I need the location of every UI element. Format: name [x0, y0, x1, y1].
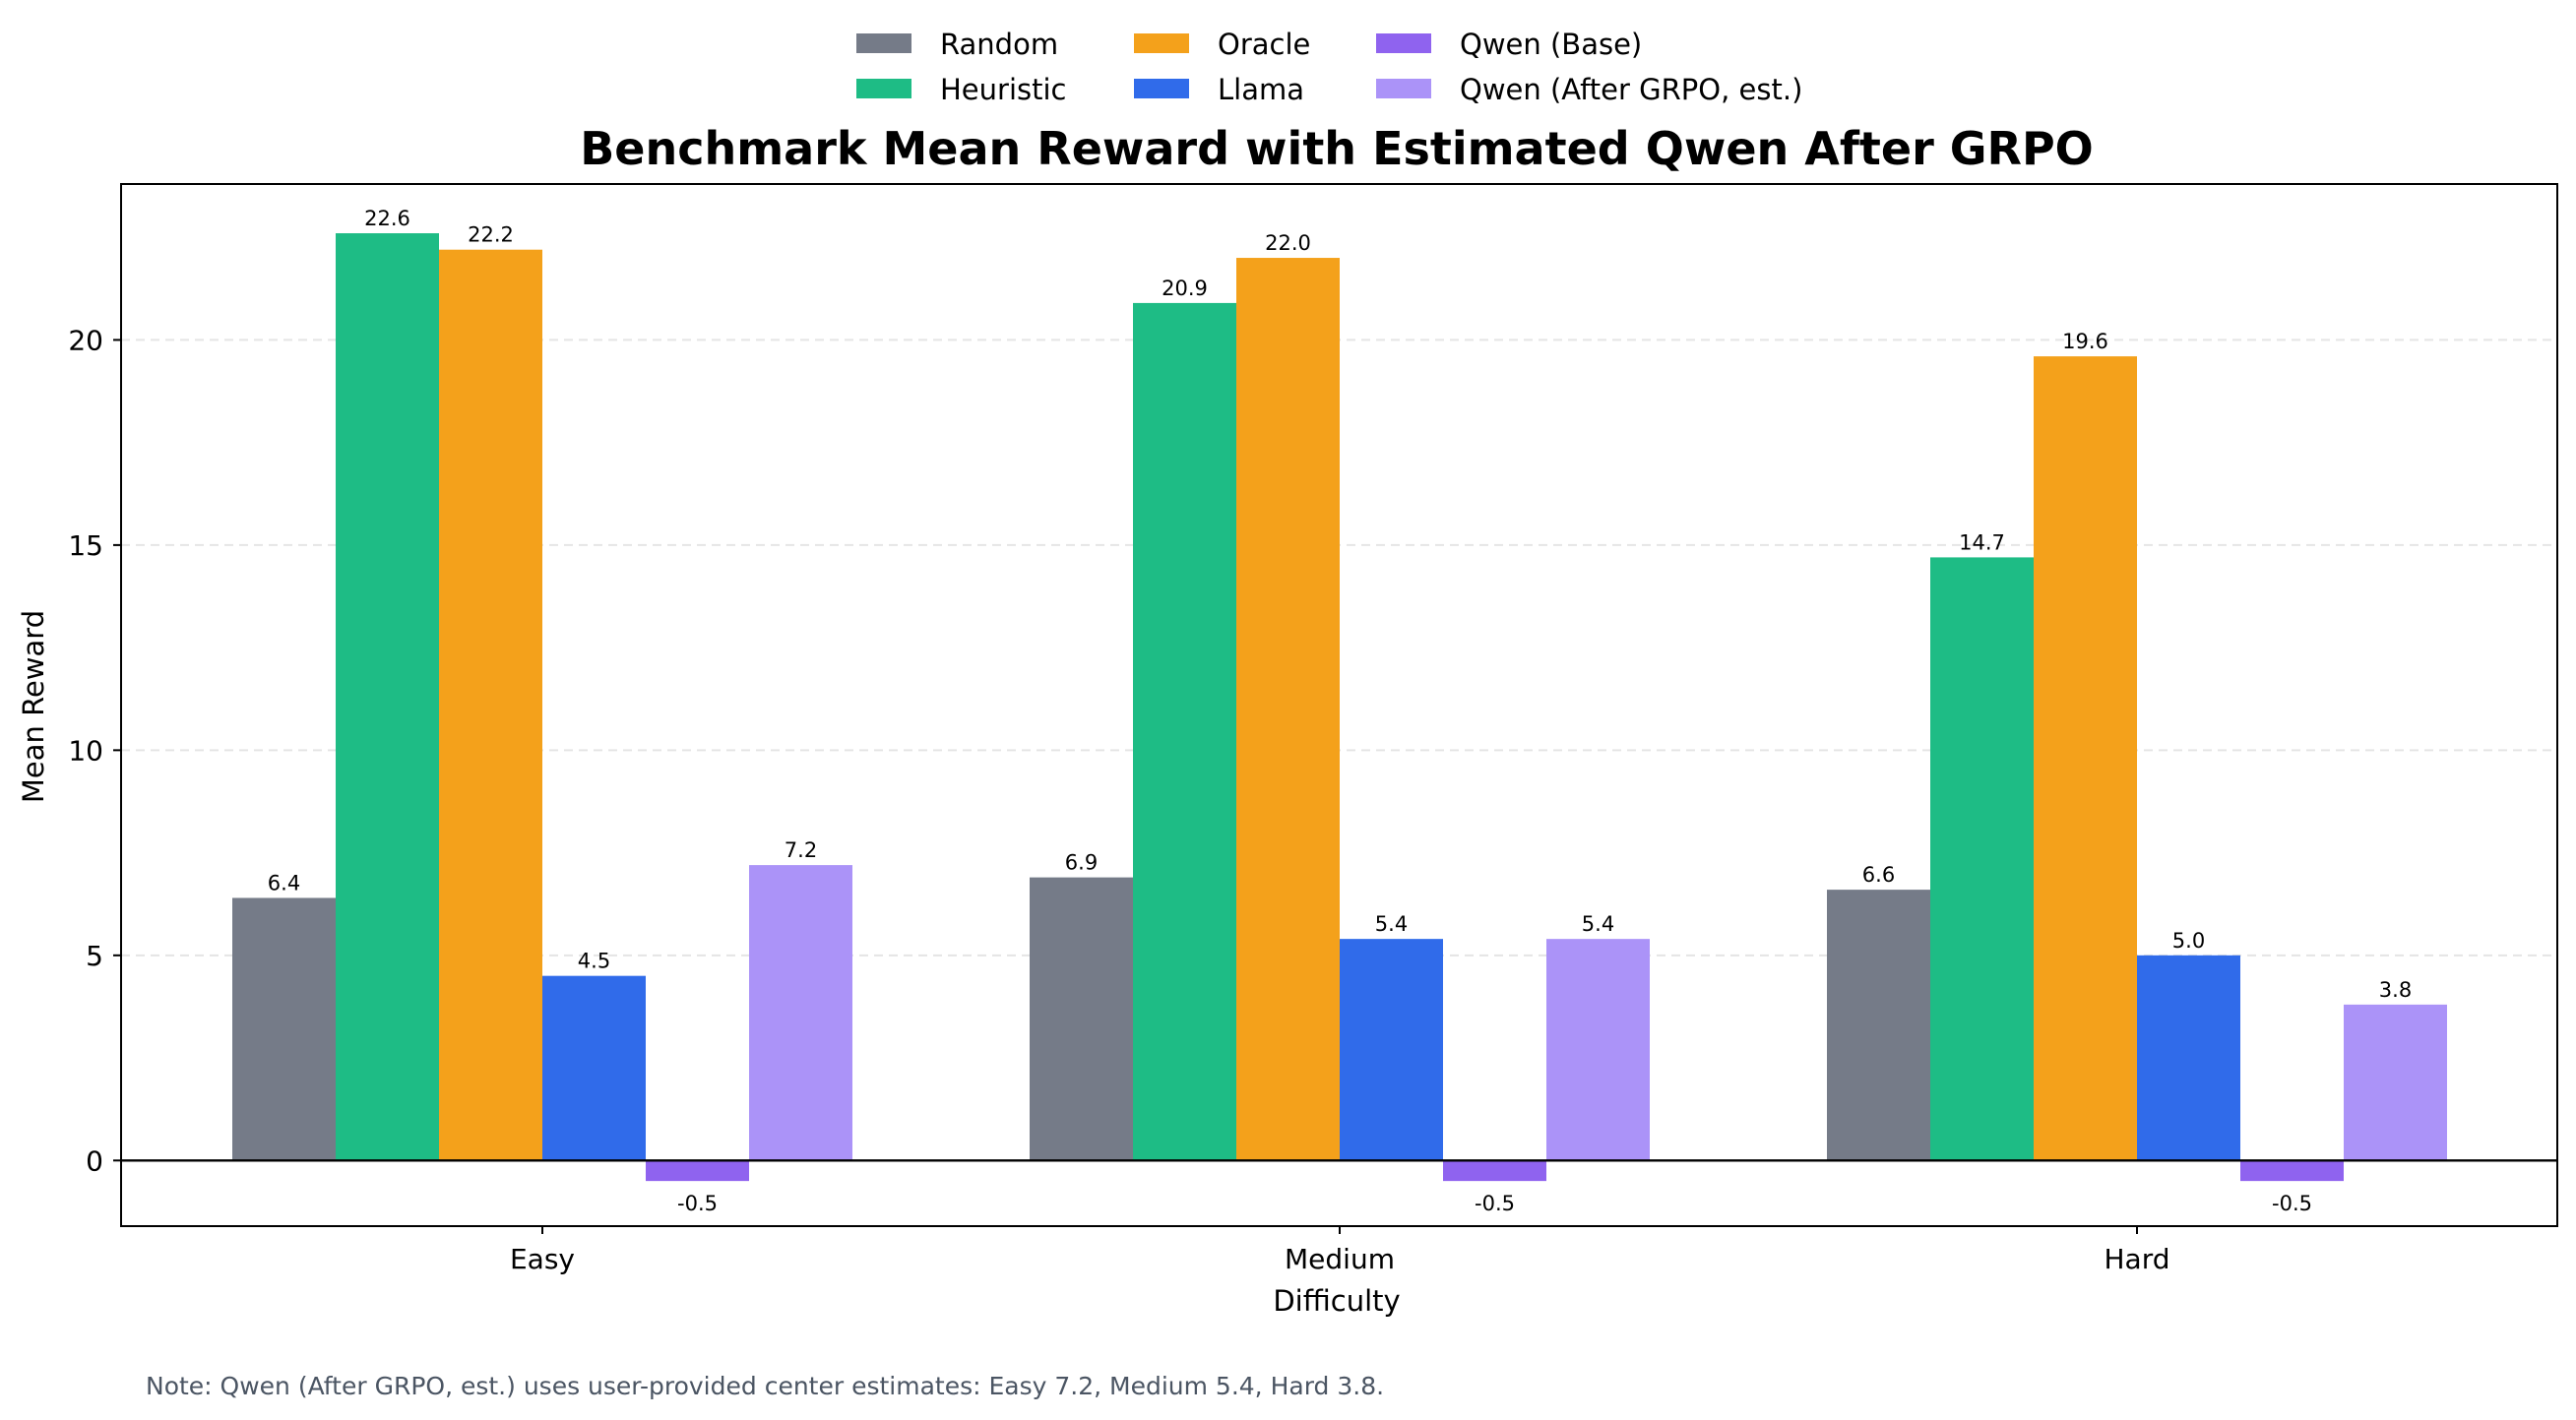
bar-value-label: -0.5: [1475, 1192, 1515, 1215]
bar-value-label: 3.8: [2379, 978, 2412, 1002]
legend-label: Random: [940, 28, 1058, 61]
x-axis-label: Difficulty: [1273, 1284, 1400, 1318]
legend-swatch: [1134, 79, 1189, 98]
bar-value-label: -0.5: [2272, 1192, 2312, 1215]
y-tick-label: 15: [68, 529, 103, 562]
bar: [1236, 258, 1340, 1161]
bar-value-label: 22.6: [364, 207, 410, 230]
bar-value-label: 20.9: [1162, 277, 1208, 300]
bar-value-label: 19.6: [2062, 330, 2108, 353]
bar: [1443, 1160, 1546, 1182]
bar: [232, 897, 336, 1161]
bar: [646, 1160, 749, 1182]
bar-value-label: 5.4: [1375, 912, 1408, 936]
legend-swatch: [1376, 33, 1431, 53]
y-tick-label: 10: [68, 734, 103, 767]
x-tick-label: Hard: [2104, 1243, 2169, 1275]
legend-swatch: [856, 79, 911, 98]
legend: Random Heuristic Oracle Llama Qwen (Base) Qwe…: [856, 28, 1802, 106]
bar: [2137, 955, 2240, 1161]
bar: [1030, 877, 1133, 1161]
bar: [1546, 939, 1650, 1161]
bar-value-label: 22.0: [1265, 231, 1311, 255]
bar: [336, 233, 439, 1161]
y-tick-label: 0: [86, 1144, 103, 1177]
bar-value-label: 5.0: [2172, 929, 2205, 953]
bar-value-label: 6.9: [1065, 851, 1098, 875]
chart-title: Benchmark Mean Reward with Estimated Qwe…: [580, 122, 2094, 175]
bar-value-label: 5.4: [1582, 912, 1614, 936]
bar-value-label: 4.5: [578, 950, 610, 973]
legend-label: Llama: [1218, 73, 1304, 106]
bar-value-label: 22.2: [468, 223, 514, 247]
x-tick-label: Medium: [1285, 1243, 1395, 1275]
x-axis: Easy Medium Hard: [510, 1226, 2170, 1275]
y-tick-label: 20: [68, 324, 103, 356]
x-tick-label: Easy: [510, 1243, 575, 1275]
legend-label: Qwen (After GRPO, est.): [1460, 73, 1802, 106]
bar: [1340, 939, 1443, 1161]
bar: [542, 975, 646, 1161]
bar: [749, 865, 852, 1161]
bar: [439, 249, 542, 1161]
y-tick-label: 5: [86, 940, 103, 972]
legend-swatch: [1376, 79, 1431, 98]
legend-label: Heuristic: [940, 73, 1067, 106]
bar: [1827, 890, 1930, 1161]
bar-value-label: 14.7: [1959, 530, 2005, 554]
bar-value-label: -0.5: [677, 1192, 718, 1215]
bar: [2240, 1160, 2344, 1182]
bar: [2034, 356, 2137, 1161]
bar: [2344, 1004, 2447, 1161]
bars: [232, 233, 2447, 1182]
bar-labels: 6.4 22.6 22.2 4.5 -0.5 7.2 6.9 20.9 22.0 5.4 -0.5 5…: [268, 207, 2412, 1215]
y-axis: 0 5 10 15 20: [68, 324, 121, 1177]
legend-swatch: [1134, 33, 1189, 53]
legend-label: Oracle: [1218, 28, 1310, 61]
y-axis-label: Mean Reward: [17, 610, 50, 803]
legend-label: Qwen (Base): [1460, 28, 1642, 61]
chart-note: Note: Qwen (After GRPO, est.) uses user-…: [146, 1372, 1384, 1400]
bar: [1930, 557, 2034, 1161]
bar: [1133, 302, 1236, 1161]
legend-swatch: [856, 33, 911, 53]
bar-value-label: 7.2: [785, 838, 817, 862]
bar-value-label: 6.4: [268, 871, 300, 895]
bar-value-label: 6.6: [1862, 863, 1895, 887]
